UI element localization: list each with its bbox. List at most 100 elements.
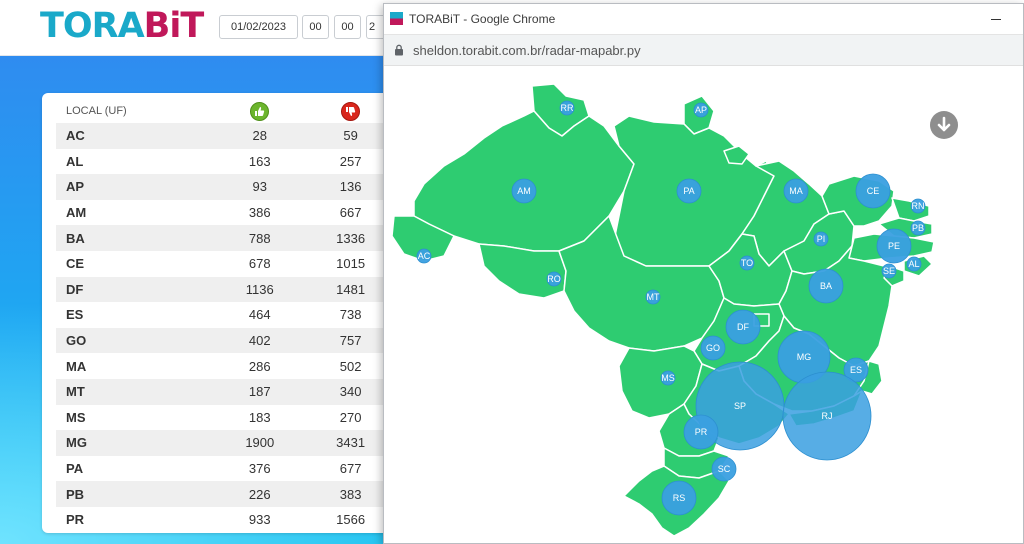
row-negative-count: 667 xyxy=(339,205,362,221)
state-label-mg: MG xyxy=(797,352,812,362)
bubble-rn[interactable] xyxy=(910,198,926,214)
bubble-pi[interactable] xyxy=(813,231,829,247)
bubble-rj[interactable] xyxy=(782,371,872,461)
table-row[interactable]: MA 286 502 xyxy=(56,353,396,379)
bubble-ce[interactable] xyxy=(855,173,891,209)
row-negative-count: 270 xyxy=(339,409,362,425)
bubble-pb[interactable] xyxy=(910,220,926,236)
table-row[interactable]: DF 1136 1481 xyxy=(56,276,396,303)
bubble-ma[interactable] xyxy=(783,178,809,204)
row-positive-count: 1900 xyxy=(214,430,306,456)
uf-table: LOCAL (UF) AC 28 59 AL 163 257 AP 93 136 AM 386 667… xyxy=(56,99,396,533)
row-negative-count: 677 xyxy=(339,461,362,477)
row-negative-count: 1015 xyxy=(336,256,366,272)
bubble-rr[interactable] xyxy=(559,100,575,116)
row-uf: AL xyxy=(66,153,84,169)
torabit-favicon-icon xyxy=(390,12,403,25)
bubble-to[interactable] xyxy=(739,255,755,271)
state-label-ce: CE xyxy=(867,186,880,196)
state-label-ro: RO xyxy=(547,274,561,284)
bubble-am[interactable] xyxy=(511,178,537,204)
bubble-pa[interactable] xyxy=(676,178,702,204)
bubble-df[interactable] xyxy=(725,309,761,345)
table-row[interactable]: AP 93 136 xyxy=(56,174,396,200)
lock-icon[interactable] xyxy=(394,44,404,56)
state-label-rj: RJ xyxy=(822,411,833,421)
bubble-al[interactable] xyxy=(906,256,922,272)
table-row[interactable]: BA 788 1336 xyxy=(56,225,396,251)
bubble-rs[interactable] xyxy=(661,480,697,516)
bubble-ba[interactable] xyxy=(808,268,844,304)
address-bar[interactable]: sheldon.torabit.com.br/radar-mapabr.py xyxy=(384,35,1023,66)
hour-input[interactable]: 00 xyxy=(302,15,329,39)
table-row[interactable]: GO 402 757 xyxy=(56,327,396,354)
row-uf: MS xyxy=(66,409,86,425)
bubble-es[interactable] xyxy=(843,357,869,383)
row-positive-count: 376 xyxy=(248,461,271,477)
table-row[interactable]: ES 464 738 xyxy=(56,302,396,328)
table-row[interactable]: AM 386 667 xyxy=(56,200,396,226)
table-row[interactable]: PB 226 383 xyxy=(56,481,396,507)
state-label-go: GO xyxy=(706,343,720,353)
table-row[interactable]: MT 187 340 xyxy=(56,378,396,405)
row-positive-count: 933 xyxy=(248,512,271,528)
date-input[interactable]: 01/02/2023 xyxy=(219,15,298,39)
bubble-ms[interactable] xyxy=(660,370,676,386)
row-uf: GO xyxy=(56,327,215,354)
row-positive-count: 163 xyxy=(248,153,271,169)
table-row[interactable]: MS 183 270 xyxy=(56,405,396,431)
header-positive[interactable] xyxy=(214,99,305,123)
state-label-rs: RS xyxy=(673,493,686,503)
row-uf: AM xyxy=(66,205,87,221)
state-label-es: ES xyxy=(850,365,862,375)
bubble-sc[interactable] xyxy=(711,456,737,482)
row-negative-count: 738 xyxy=(339,307,362,323)
state-label-pr: PR xyxy=(695,427,708,437)
row-uf: PR xyxy=(66,512,85,528)
state-label-sc: SC xyxy=(718,464,731,474)
table-row[interactable]: MG 1900 3431 xyxy=(56,430,396,456)
row-positive-count: 678 xyxy=(248,256,271,272)
row-negative-count: 257 xyxy=(339,153,362,169)
row-positive-count: 93 xyxy=(214,174,306,200)
row-negative-count: 3431 xyxy=(305,430,396,456)
bubble-ro[interactable] xyxy=(546,271,562,287)
bubble-pr[interactable] xyxy=(683,414,719,450)
row-uf: PB xyxy=(56,481,215,507)
row-positive-count: 386 xyxy=(248,205,271,221)
torabit-logo[interactable]: TORABiT xyxy=(40,6,205,46)
row-uf: MT xyxy=(56,378,215,405)
title-bar[interactable]: TORABiT - Google Chrome xyxy=(384,4,1023,35)
bubble-ap[interactable] xyxy=(693,102,709,118)
row-positive-count: 788 xyxy=(214,225,306,251)
row-negative-count: 1481 xyxy=(305,276,396,303)
row-negative-count: 59 xyxy=(305,123,396,149)
state-shape-es xyxy=(853,360,883,397)
table-row[interactable]: PR 933 1566 xyxy=(56,507,396,533)
bubble-se[interactable] xyxy=(881,263,897,279)
logo-text-bit: BiT xyxy=(143,6,205,46)
bubble-ac[interactable] xyxy=(416,248,432,264)
bubble-mt[interactable] xyxy=(645,289,661,305)
minimize-button[interactable] xyxy=(989,12,1003,26)
state-label-pe: PE xyxy=(888,241,900,251)
bubble-go[interactable] xyxy=(700,335,726,361)
thumbs-down-icon xyxy=(341,101,361,121)
download-button[interactable] xyxy=(930,111,958,139)
state-label-ma: MA xyxy=(789,186,803,196)
row-positive-count: 183 xyxy=(248,409,271,425)
minute-input[interactable]: 00 xyxy=(334,15,361,39)
bubble-pe[interactable] xyxy=(876,228,912,264)
header-local[interactable]: LOCAL (UF) xyxy=(66,105,127,117)
state-shape-ac xyxy=(391,215,455,262)
table-row[interactable]: AL 163 257 xyxy=(56,149,396,175)
download-arrow-icon xyxy=(937,116,951,132)
url-text[interactable]: sheldon.torabit.com.br/radar-mapabr.py xyxy=(413,43,641,58)
table-row[interactable]: AC 28 59 xyxy=(56,123,396,149)
table-row[interactable]: PA 376 677 xyxy=(56,456,396,482)
table-row[interactable]: CE 678 1015 xyxy=(56,251,396,277)
header-negative[interactable] xyxy=(305,99,396,123)
logo-text-tora: TORA xyxy=(40,6,145,46)
state-label-al: AL xyxy=(908,259,919,269)
uf-table-card: LOCAL (UF) AC 28 59 AL 163 257 AP 93 136 AM 386 667… xyxy=(42,93,402,533)
